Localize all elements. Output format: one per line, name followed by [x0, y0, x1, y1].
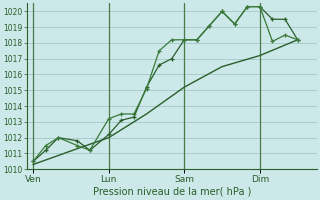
X-axis label: Pression niveau de la mer( hPa ): Pression niveau de la mer( hPa ) — [92, 187, 251, 197]
